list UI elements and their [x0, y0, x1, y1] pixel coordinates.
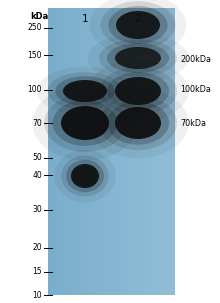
Ellipse shape [54, 150, 116, 202]
Ellipse shape [90, 0, 186, 56]
Ellipse shape [48, 72, 122, 110]
Ellipse shape [32, 86, 138, 160]
Text: 150: 150 [28, 51, 42, 59]
Text: 20: 20 [32, 244, 42, 252]
Text: 2: 2 [135, 14, 141, 24]
Text: 250: 250 [28, 24, 42, 32]
Ellipse shape [87, 60, 189, 122]
Ellipse shape [99, 67, 177, 115]
Ellipse shape [87, 34, 189, 82]
Ellipse shape [107, 43, 169, 73]
Ellipse shape [61, 106, 109, 140]
Text: 100: 100 [28, 85, 42, 95]
Ellipse shape [107, 102, 169, 145]
Ellipse shape [87, 88, 189, 158]
Text: 100kDa: 100kDa [180, 85, 211, 95]
Ellipse shape [107, 72, 169, 110]
Ellipse shape [44, 94, 126, 152]
Ellipse shape [55, 76, 115, 106]
Ellipse shape [101, 1, 175, 49]
Ellipse shape [66, 160, 104, 192]
Ellipse shape [63, 80, 107, 102]
Text: 70kDa: 70kDa [180, 118, 206, 128]
Ellipse shape [53, 100, 117, 146]
Ellipse shape [115, 77, 161, 105]
Text: 30: 30 [32, 205, 42, 215]
Text: 70: 70 [32, 118, 42, 128]
Ellipse shape [37, 67, 133, 115]
Ellipse shape [115, 47, 161, 69]
Text: 10: 10 [32, 291, 42, 299]
Ellipse shape [99, 96, 177, 150]
Ellipse shape [116, 11, 160, 39]
Ellipse shape [61, 156, 109, 196]
Text: 40: 40 [32, 171, 42, 179]
Text: 1: 1 [82, 14, 88, 24]
Text: 200kDa: 200kDa [180, 55, 211, 65]
Text: 15: 15 [32, 268, 42, 277]
Text: kDa: kDa [30, 12, 48, 21]
Ellipse shape [99, 39, 177, 77]
Ellipse shape [71, 164, 99, 188]
Ellipse shape [108, 6, 168, 44]
Text: 50: 50 [32, 154, 42, 162]
Ellipse shape [115, 107, 161, 139]
